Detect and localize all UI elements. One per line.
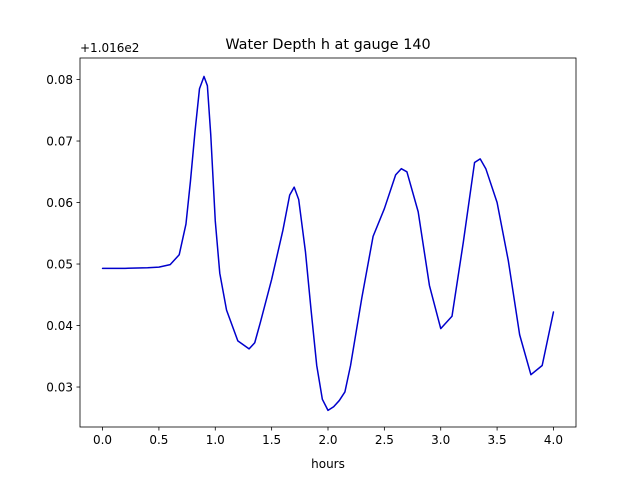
- y-tick-label: 0.04: [46, 319, 73, 333]
- y-tick-label: 0.08: [46, 73, 73, 87]
- x-tick-label: 1.5: [262, 433, 281, 447]
- chart-title: Water Depth h at gauge 140: [225, 37, 430, 53]
- x-tick-label: 0.0: [93, 433, 112, 447]
- y-tick-label: 0.03: [46, 380, 73, 394]
- x-tick-label: 2.0: [318, 433, 337, 447]
- y-tick-label: 0.05: [46, 257, 73, 271]
- x-tick-label: 3.5: [488, 433, 507, 447]
- series-line: [101, 75, 555, 412]
- y-tick-label: 0.07: [46, 134, 73, 148]
- y-tick-label: 0.06: [46, 196, 73, 210]
- plot-area: 0.0 0.5 1.0 1.5 2.0 2.5 3.0 3.5 4.0 0.03 0.04 0.05 0…: [46, 57, 577, 447]
- x-tick-label: 1.0: [206, 433, 225, 447]
- y-axis-offset-label: +1.016e2: [80, 41, 139, 55]
- x-tick-label: 0.5: [149, 433, 168, 447]
- x-tick-label: 3.0: [431, 433, 450, 447]
- x-axis-label: hours: [311, 457, 345, 471]
- x-tick-label: 4.0: [544, 433, 563, 447]
- x-tick-label: 2.5: [375, 433, 394, 447]
